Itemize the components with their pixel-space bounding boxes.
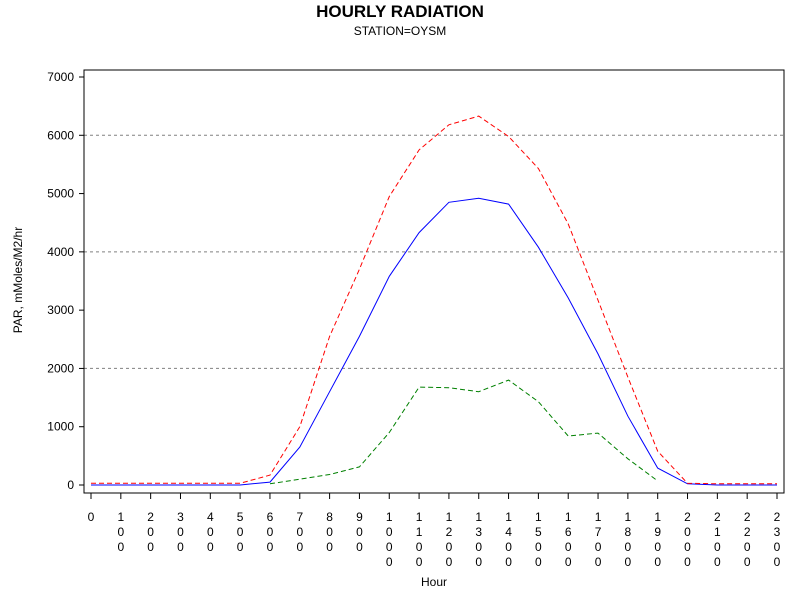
gridlines bbox=[84, 134, 784, 369]
y-axis-label: PAR, mMoles/M2/hr bbox=[11, 227, 25, 333]
y-tick-label: 6000 bbox=[47, 128, 74, 142]
x-axis: 0 1 0 0 2 0 0 3 0 0 4 0 0 5 0 0 6 0 0 7 0 0 8 0 0 9 0 0 1 0 0 0 1 1 0 0 1 2 0 0… bbox=[88, 493, 781, 569]
plot-frame bbox=[83, 69, 785, 494]
y-tick-label: 7000 bbox=[47, 70, 74, 84]
y-tick-label: 5000 bbox=[47, 187, 74, 201]
series-line-3 bbox=[269, 379, 658, 485]
y-axis: 0 1000 2000 3000 4000 5000 6000 7000 bbox=[47, 70, 84, 492]
y-tick-label: 0 bbox=[67, 478, 74, 492]
chart-subtitle: STATION=OYSM bbox=[354, 24, 447, 38]
series-lines bbox=[91, 115, 777, 486]
y-tick-label: 3000 bbox=[47, 303, 74, 317]
x-axis-label: Hour bbox=[421, 575, 447, 589]
y-tick-label: 4000 bbox=[47, 245, 74, 259]
chart-title: HOURLY RADIATION bbox=[316, 2, 484, 21]
series-line-2 bbox=[91, 115, 777, 485]
y-tick-label: 2000 bbox=[47, 361, 74, 375]
series-line-1 bbox=[91, 197, 777, 486]
y-tick-label: 1000 bbox=[47, 420, 74, 434]
x-tick-label: 0 bbox=[88, 510, 95, 524]
